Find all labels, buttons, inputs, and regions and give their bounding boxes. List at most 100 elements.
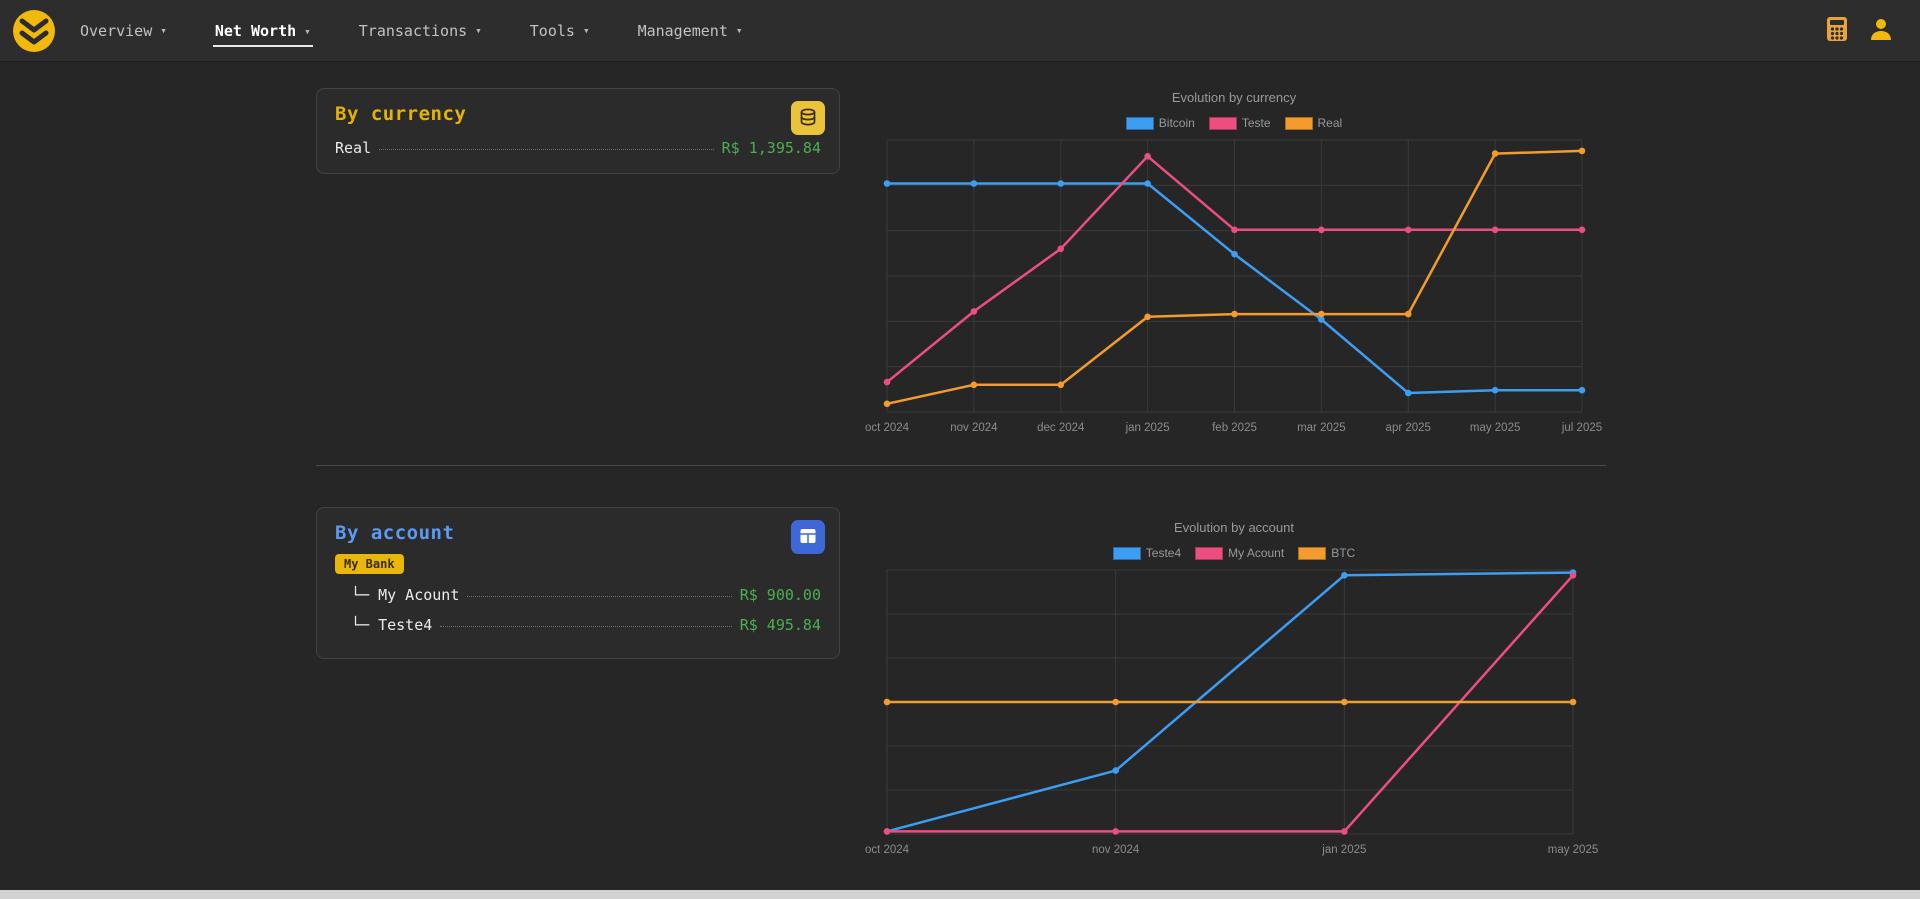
legend-item-BTC[interactable]: BTC bbox=[1298, 546, 1355, 560]
legend-item-Real[interactable]: Real bbox=[1284, 116, 1343, 130]
nav-item-label: Overview bbox=[80, 21, 153, 40]
bottom-scrollbar[interactable] bbox=[0, 890, 1920, 899]
data-point bbox=[1057, 180, 1065, 187]
data-point bbox=[1578, 147, 1586, 155]
section-divider bbox=[316, 465, 1606, 466]
chart-title: Evolution by currency bbox=[1171, 90, 1297, 105]
by-account-card: By account My Bank └─ My Acount R$ 900.0… bbox=[316, 507, 840, 659]
bank-group-badge: My Bank bbox=[335, 554, 404, 574]
currency-value: R$ 1,395.84 bbox=[721, 139, 821, 157]
x-axis-tick-label: dec 2024 bbox=[1037, 422, 1085, 434]
data-point bbox=[1231, 310, 1238, 318]
nav-item-transactions[interactable]: Transactions ▾ bbox=[357, 14, 484, 48]
data-point bbox=[883, 698, 891, 706]
legend-label: BTC bbox=[1331, 546, 1356, 560]
data-point bbox=[1231, 250, 1238, 258]
bank-table-icon bbox=[798, 526, 818, 549]
legend-item-Teste4[interactable]: Teste4 bbox=[1112, 546, 1182, 560]
by-currency-card: By currency Real R$ 1,395.84 bbox=[316, 88, 840, 174]
nav-item-label: Management bbox=[637, 21, 728, 40]
legend-label: Bitcoin bbox=[1158, 116, 1195, 130]
data-point bbox=[1318, 226, 1325, 234]
account-card-button[interactable] bbox=[791, 520, 825, 554]
data-point bbox=[1491, 226, 1499, 234]
x-axis-tick-label: jan 2025 bbox=[1125, 422, 1170, 434]
evolution-by-account-chart: Evolution by account Teste4 My Acount BTC … bbox=[860, 518, 1608, 862]
legend-swatch bbox=[1284, 116, 1313, 130]
line-chart-canvas[interactable]: oct 2024 nov 2024 dec 2024 jan 2025 feb 2025… bbox=[860, 132, 1608, 440]
data-point bbox=[1144, 180, 1151, 187]
line-chart-canvas[interactable]: oct 2024 nov 2024 jan 2025 may 2025 bbox=[860, 562, 1608, 862]
chevron-down-icon: ▾ bbox=[304, 24, 311, 38]
by-account-title: By account bbox=[335, 522, 455, 544]
account-row-my-acount: └─ My Acount R$ 900.00 bbox=[351, 586, 821, 604]
coins-icon bbox=[798, 107, 818, 130]
data-point bbox=[1491, 150, 1499, 157]
nav-item-label: Transactions bbox=[358, 21, 468, 40]
x-axis-tick-label: mar 2025 bbox=[1297, 422, 1346, 434]
chart-title: Evolution by account bbox=[1174, 520, 1294, 535]
nav-item-net-worth[interactable]: Net Worth ▾ bbox=[212, 14, 313, 47]
account-label: └─ My Acount bbox=[351, 586, 460, 604]
legend-item-Bitcoin[interactable]: Bitcoin bbox=[1125, 116, 1195, 130]
series-line-My Acount bbox=[885, 574, 1575, 833]
data-point bbox=[970, 180, 978, 187]
data-point bbox=[970, 381, 978, 389]
currency-row-real: Real R$ 1,395.84 bbox=[335, 139, 821, 157]
nav-item-tools[interactable]: Tools ▾ bbox=[528, 14, 592, 48]
account-value: R$ 495.84 bbox=[739, 616, 821, 634]
data-point bbox=[1569, 698, 1577, 706]
currency-card-button[interactable] bbox=[791, 101, 825, 135]
account-row-teste4: └─ Teste4 R$ 495.84 bbox=[351, 616, 821, 634]
calculator-icon bbox=[1826, 16, 1848, 45]
data-point bbox=[1112, 828, 1119, 835]
data-point bbox=[1341, 698, 1348, 706]
x-axis-tick-label: oct 2024 bbox=[865, 844, 910, 856]
legend-label: My Acount bbox=[1228, 546, 1285, 560]
legend-label: Teste4 bbox=[1145, 546, 1182, 560]
account-label: └─ Teste4 bbox=[351, 616, 433, 634]
data-point bbox=[883, 400, 891, 408]
x-axis-tick-label: may 2025 bbox=[1470, 422, 1521, 434]
chevron-down-icon: ▾ bbox=[475, 24, 482, 37]
data-point bbox=[1144, 153, 1151, 160]
x-axis-tick-label: nov 2024 bbox=[1092, 844, 1140, 856]
calculator-button[interactable] bbox=[1826, 16, 1848, 45]
data-point bbox=[1057, 381, 1065, 389]
nav-item-management[interactable]: Management ▾ bbox=[636, 14, 745, 48]
legend-label: Real bbox=[1317, 116, 1343, 130]
currency-label: Real bbox=[335, 139, 372, 157]
data-point bbox=[1578, 226, 1586, 234]
data-point bbox=[970, 308, 978, 315]
legend-label: Teste bbox=[1241, 116, 1271, 130]
legend-swatch bbox=[1208, 116, 1237, 130]
top-navbar: Overview ▾ Net Worth ▾ Transactions ▾ To… bbox=[0, 0, 1920, 62]
x-axis-tick-label: may 2025 bbox=[1548, 844, 1599, 856]
legend-item-My Acount[interactable]: My Acount bbox=[1195, 546, 1284, 560]
data-point bbox=[883, 828, 891, 835]
data-point bbox=[1057, 245, 1065, 253]
by-currency-title: By currency bbox=[335, 103, 467, 125]
chevron-down-icon: ▾ bbox=[582, 24, 590, 37]
app-logo-icon[interactable] bbox=[12, 9, 56, 53]
data-point bbox=[1112, 698, 1119, 706]
legend-swatch bbox=[1298, 546, 1327, 560]
data-point bbox=[883, 378, 891, 386]
chart-legend: Teste4 My Acount BTC bbox=[860, 546, 1608, 560]
account-value: R$ 900.00 bbox=[739, 586, 821, 604]
nav-item-overview[interactable]: Overview ▾ bbox=[78, 14, 169, 48]
legend-item-Teste[interactable]: Teste bbox=[1208, 116, 1271, 130]
dotted-leader bbox=[467, 596, 732, 597]
data-point bbox=[1112, 767, 1119, 774]
chart-legend: Bitcoin Teste Real bbox=[860, 116, 1608, 130]
data-point bbox=[1318, 310, 1325, 318]
chevron-down-icon: ▾ bbox=[735, 24, 743, 37]
dotted-leader bbox=[440, 626, 732, 627]
x-axis-tick-label: jul 2025 bbox=[1561, 422, 1602, 434]
data-point bbox=[883, 180, 891, 187]
x-axis-tick-label: oct 2024 bbox=[865, 422, 910, 434]
profile-button[interactable] bbox=[1868, 16, 1894, 45]
data-point bbox=[1144, 313, 1151, 321]
data-point bbox=[1231, 226, 1238, 234]
data-point bbox=[1318, 316, 1325, 323]
